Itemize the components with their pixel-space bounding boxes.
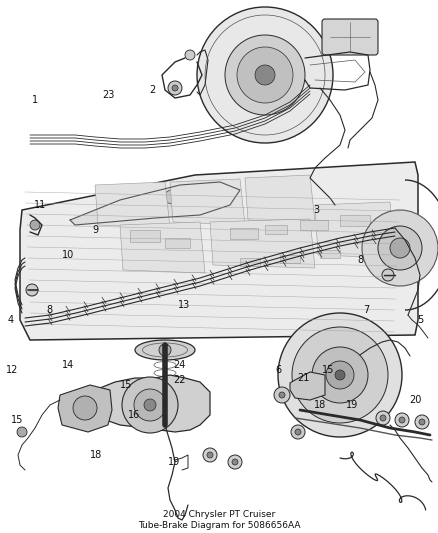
- Polygon shape: [70, 182, 240, 225]
- Circle shape: [30, 220, 40, 230]
- Circle shape: [380, 415, 386, 421]
- Text: 15: 15: [322, 365, 334, 375]
- Circle shape: [73, 396, 97, 420]
- Text: 15: 15: [11, 415, 23, 425]
- Text: 12: 12: [6, 365, 18, 375]
- Circle shape: [395, 413, 409, 427]
- Polygon shape: [58, 385, 112, 432]
- Text: 15: 15: [120, 380, 132, 390]
- Polygon shape: [120, 222, 205, 273]
- Circle shape: [122, 377, 178, 433]
- Polygon shape: [20, 162, 418, 340]
- Bar: [280, 255, 300, 263]
- Circle shape: [168, 81, 182, 95]
- Text: 22: 22: [173, 375, 185, 385]
- Text: 14: 14: [62, 360, 74, 370]
- Text: 13: 13: [178, 300, 190, 310]
- Text: 4: 4: [8, 315, 14, 325]
- Circle shape: [159, 344, 171, 356]
- Circle shape: [295, 429, 301, 435]
- Text: 11: 11: [34, 200, 46, 210]
- Circle shape: [185, 50, 195, 60]
- Circle shape: [335, 370, 345, 380]
- Circle shape: [312, 347, 368, 403]
- Bar: [265, 225, 287, 234]
- Text: 8: 8: [46, 305, 52, 315]
- Ellipse shape: [162, 185, 207, 205]
- Circle shape: [17, 427, 27, 437]
- Text: 2: 2: [149, 85, 155, 95]
- Text: 2004 Chrysler PT Cruiser
Tube-Brake Diagram for 5086656AA: 2004 Chrysler PT Cruiser Tube-Brake Diag…: [138, 510, 300, 530]
- Circle shape: [390, 238, 410, 258]
- Bar: [340, 215, 370, 226]
- Text: 16: 16: [128, 410, 140, 420]
- Circle shape: [419, 419, 425, 425]
- Polygon shape: [290, 372, 325, 400]
- Circle shape: [26, 284, 38, 296]
- Circle shape: [292, 327, 388, 423]
- Polygon shape: [85, 375, 210, 432]
- Polygon shape: [315, 202, 395, 258]
- Circle shape: [382, 269, 394, 281]
- Circle shape: [134, 389, 166, 421]
- Circle shape: [228, 455, 242, 469]
- Circle shape: [225, 35, 305, 115]
- Text: 19: 19: [168, 457, 180, 467]
- Text: 3: 3: [313, 205, 319, 215]
- Circle shape: [255, 65, 275, 85]
- Text: 23: 23: [102, 90, 114, 100]
- Bar: [165, 238, 190, 248]
- Circle shape: [232, 459, 238, 465]
- Circle shape: [330, 202, 340, 212]
- Text: 9: 9: [92, 225, 98, 235]
- Text: 18: 18: [90, 450, 102, 460]
- Polygon shape: [210, 219, 315, 268]
- Circle shape: [207, 452, 213, 458]
- FancyBboxPatch shape: [322, 19, 378, 55]
- Ellipse shape: [135, 340, 195, 360]
- Text: 7: 7: [363, 305, 369, 315]
- Circle shape: [362, 210, 438, 286]
- Circle shape: [399, 417, 405, 423]
- Circle shape: [326, 361, 354, 389]
- Bar: [240, 258, 260, 266]
- Text: 8: 8: [357, 255, 363, 265]
- Text: 21: 21: [297, 373, 309, 383]
- Bar: [320, 250, 340, 258]
- Circle shape: [274, 387, 290, 403]
- Circle shape: [291, 425, 305, 439]
- Polygon shape: [170, 179, 245, 225]
- Text: 18: 18: [314, 400, 326, 410]
- Text: 24: 24: [173, 360, 185, 370]
- Text: 5: 5: [417, 315, 423, 325]
- Circle shape: [172, 85, 178, 91]
- Text: 6: 6: [275, 365, 281, 375]
- Bar: [300, 220, 328, 230]
- Polygon shape: [95, 182, 170, 228]
- Text: 10: 10: [62, 250, 74, 260]
- Circle shape: [197, 7, 333, 143]
- Circle shape: [203, 448, 217, 462]
- Bar: [230, 228, 258, 239]
- Circle shape: [415, 415, 429, 429]
- Text: 19: 19: [346, 400, 358, 410]
- Circle shape: [376, 411, 390, 425]
- Circle shape: [144, 399, 156, 411]
- Text: 20: 20: [409, 395, 421, 405]
- Circle shape: [378, 226, 422, 270]
- Circle shape: [279, 392, 285, 398]
- Circle shape: [278, 313, 402, 437]
- Circle shape: [237, 47, 293, 103]
- Bar: [130, 230, 160, 242]
- Polygon shape: [245, 175, 315, 223]
- Text: 1: 1: [32, 95, 38, 105]
